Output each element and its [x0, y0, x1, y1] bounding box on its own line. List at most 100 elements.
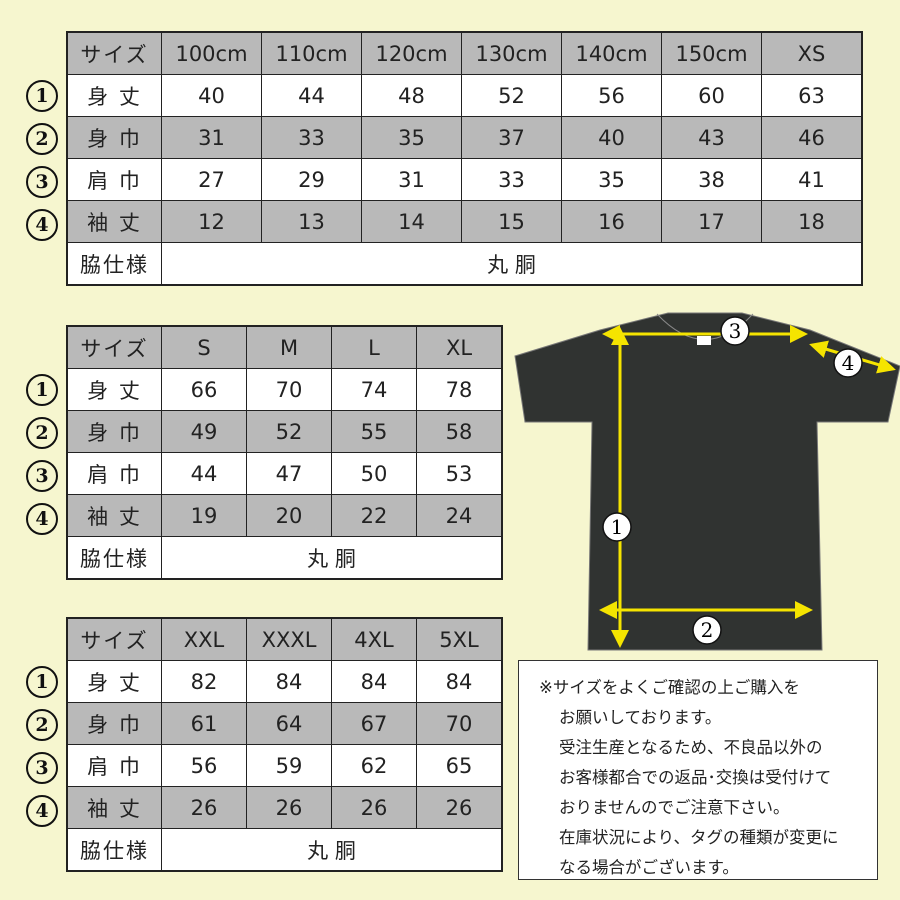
row-marker: 2 [26, 417, 58, 449]
measurement-value: 16 [561, 200, 662, 243]
measurement-value: 47 [246, 452, 332, 495]
measurement-value: 82 [161, 660, 247, 703]
size-column-header: 5XL [416, 617, 503, 661]
measurement-value: 46 [761, 116, 863, 159]
side-spec-row: 脇仕様丸 胴 [66, 828, 503, 872]
size-column-header: 130cm [461, 31, 562, 75]
measurement-value: 84 [246, 660, 332, 703]
notice-line: ※サイズをよくご確認の上ご購入を [539, 678, 800, 697]
table-row: 袖 丈 19 20 22 24 [66, 494, 503, 537]
size-header-label: サイズ [66, 617, 162, 661]
measurement-value: 26 [416, 786, 503, 829]
side-spec-value: 丸 胴 [161, 828, 503, 872]
size-column-header: XL [416, 325, 503, 369]
header-row: サイズ S M L XL [66, 325, 503, 369]
measurement-value: 64 [246, 702, 332, 745]
size-table: サイズ XXL XXXL 4XL 5XL 身 丈 82 84 84 84 身 巾 61 64 67 70 肩 … [66, 617, 503, 872]
notice-line: 在庫状況により、タグの種類が変更に [559, 828, 839, 847]
measurement-value: 24 [416, 494, 503, 537]
measurement-label: 袖 丈 [66, 786, 162, 829]
row-marker: 1 [26, 80, 58, 112]
measurement-value: 37 [461, 116, 562, 159]
diagram-label-2: 2 [701, 618, 714, 642]
measurement-value: 49 [161, 410, 247, 453]
measurement-value: 74 [331, 368, 417, 411]
measurement-value: 56 [161, 744, 247, 787]
measurement-value: 20 [246, 494, 332, 537]
measurement-value: 67 [331, 702, 417, 745]
measurement-label: 身 巾 [66, 702, 162, 745]
measurement-value: 48 [361, 74, 462, 117]
measurement-label: 肩 巾 [66, 158, 162, 201]
measurement-value: 70 [246, 368, 332, 411]
size-column-header: L [331, 325, 417, 369]
size-column-header: XXL [161, 617, 247, 661]
measurement-value: 38 [661, 158, 762, 201]
table-row: 肩 巾 56 59 62 65 [66, 744, 503, 787]
row-marker: 1 [26, 374, 58, 406]
row-marker: 3 [26, 460, 58, 492]
tag-icon [697, 336, 711, 345]
measurement-value: 70 [416, 702, 503, 745]
size-column-header: 140cm [561, 31, 662, 75]
notice-line: なる場合がございます。 [559, 858, 739, 877]
measurement-value: 26 [161, 786, 247, 829]
size-column-header: 120cm [361, 31, 462, 75]
measurement-label: 身 丈 [66, 74, 162, 117]
notice-line: 受注生産となるため、不良品以外の [559, 738, 823, 757]
diagram-label-4: 4 [842, 351, 855, 375]
side-spec-row: 脇仕様丸 胴 [66, 242, 863, 286]
measurement-value: 33 [261, 116, 362, 159]
table-row: 身 巾 49 52 55 58 [66, 410, 503, 453]
measurement-value: 56 [561, 74, 662, 117]
measurement-value: 19 [161, 494, 247, 537]
measurement-arrows [599, 325, 896, 648]
side-spec-row: 脇仕様丸 胴 [66, 536, 503, 580]
row-marker: 4 [26, 795, 58, 827]
measurement-value: 66 [161, 368, 247, 411]
row-marker: 3 [26, 166, 58, 198]
measurement-value: 14 [361, 200, 462, 243]
diagram-label-1: 1 [611, 515, 624, 539]
measurement-value: 43 [661, 116, 762, 159]
table-row: 肩 巾 27 29 31 33 35 38 41 [66, 158, 863, 201]
measurement-label: 袖 丈 [66, 494, 162, 537]
side-spec-value: 丸 胴 [161, 242, 863, 286]
measurement-value: 78 [416, 368, 503, 411]
table-row: 身 巾 31 33 35 37 40 43 46 [66, 116, 863, 159]
notice-line: お願いしております。 [559, 708, 722, 727]
measurement-value: 61 [161, 702, 247, 745]
notice-line: おりませんのでご注意下さい。 [559, 798, 790, 817]
measurement-value: 31 [161, 116, 262, 159]
table-row: 身 丈 40 44 48 52 56 60 63 [66, 74, 863, 117]
diagram-label-3: 3 [729, 319, 742, 343]
measurement-value: 44 [261, 74, 362, 117]
notice-box: ※サイズをよくご確認の上ご購入を お願いしております。 受注生産となるため、不良… [518, 660, 878, 880]
row-marker: 2 [26, 123, 58, 155]
measurement-value: 52 [246, 410, 332, 453]
size-header-label: サイズ [66, 31, 162, 75]
size-column-header: S [161, 325, 247, 369]
measurement-value: 60 [661, 74, 762, 117]
measurement-value: 26 [246, 786, 332, 829]
size-table: サイズ S M L XL 身 丈 66 70 74 78 身 巾 49 52 55 58 肩 巾 44 47 50 5… [66, 325, 503, 580]
table-row: 肩 巾 44 47 50 53 [66, 452, 503, 495]
measurement-value: 59 [246, 744, 332, 787]
size-column-header: XS [761, 31, 863, 75]
size-table: サイズ 100cm 110cm 120cm 130cm 140cm 150cm XS 身 丈 40… [66, 31, 863, 286]
measurement-value: 26 [331, 786, 417, 829]
measurement-label: 肩 巾 [66, 744, 162, 787]
row-marker: 3 [26, 752, 58, 784]
size-column-header: 150cm [661, 31, 762, 75]
measurement-value: 29 [261, 158, 362, 201]
measurement-label: 身 巾 [66, 116, 162, 159]
side-spec-value: 丸 胴 [161, 536, 503, 580]
row-marker: 2 [26, 709, 58, 741]
size-column-header: XXXL [246, 617, 332, 661]
table-row: 袖 丈 12 13 14 15 16 17 18 [66, 200, 863, 243]
measurement-value: 84 [331, 660, 417, 703]
measurement-value: 22 [331, 494, 417, 537]
measurement-value: 65 [416, 744, 503, 787]
measurement-value: 53 [416, 452, 503, 495]
